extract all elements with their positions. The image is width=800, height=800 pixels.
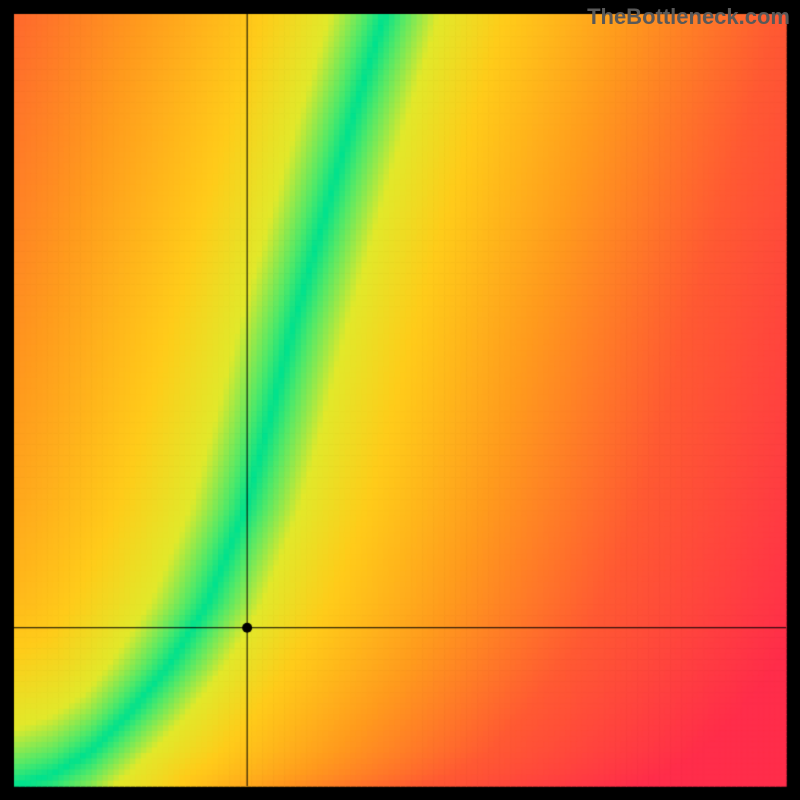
bottleneck-heatmap: TheBottleneck.com [0,0,800,800]
heatmap-canvas [0,0,800,800]
watermark-label: TheBottleneck.com [587,4,790,30]
